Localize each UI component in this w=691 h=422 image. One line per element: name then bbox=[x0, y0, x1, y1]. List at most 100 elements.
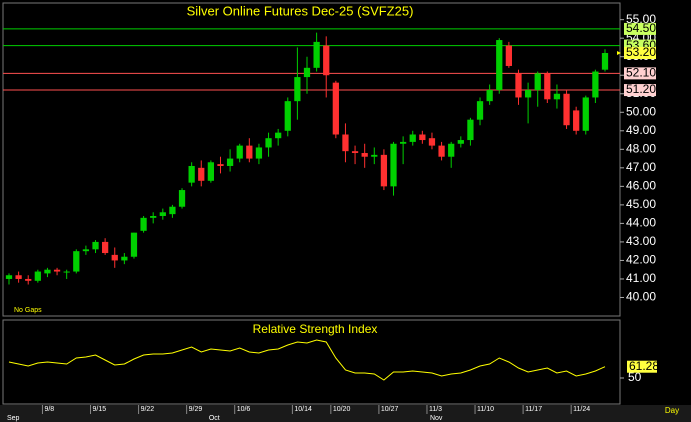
note: No Gaps bbox=[14, 307, 42, 314]
candle-body bbox=[313, 41, 320, 68]
x-tick-label: 11/10 bbox=[477, 406, 494, 413]
candle-body bbox=[169, 206, 176, 215]
last-price-bg bbox=[624, 47, 656, 60]
candle-body bbox=[121, 256, 128, 261]
candle-body bbox=[236, 145, 243, 159]
candle-body bbox=[496, 40, 503, 91]
rsi-panel bbox=[2, 319, 621, 405]
candle-body bbox=[428, 138, 436, 146]
candle-body bbox=[419, 134, 426, 141]
y-tick-label: 45.00 bbox=[626, 197, 656, 211]
y-tick-label: 42.00 bbox=[626, 253, 656, 267]
y-tick-label: 49.00 bbox=[626, 123, 656, 137]
candle-body bbox=[226, 158, 234, 166]
candle-body bbox=[390, 143, 397, 187]
x-tick-label: 11/3 bbox=[429, 406, 442, 413]
level-label: 52.10 bbox=[626, 66, 656, 80]
rsi-last-label: 61.28 bbox=[629, 359, 659, 373]
candle-body bbox=[361, 153, 368, 157]
candle-body bbox=[303, 67, 311, 78]
y-tick-label: 44.00 bbox=[626, 216, 656, 230]
candle-body bbox=[342, 134, 349, 152]
candle-body bbox=[563, 93, 570, 126]
month-label: Oct bbox=[209, 415, 220, 422]
candle-body bbox=[25, 278, 32, 281]
candle-body bbox=[409, 134, 416, 142]
candle-body bbox=[601, 53, 609, 70]
candle-body bbox=[332, 82, 339, 135]
candle-body bbox=[592, 71, 599, 98]
candle-body bbox=[207, 162, 214, 181]
x-tick-label: 11/24 bbox=[573, 406, 590, 413]
y-tick-label: 47.00 bbox=[626, 160, 656, 174]
candle-body bbox=[73, 251, 80, 272]
y-tick-label: 40.00 bbox=[626, 290, 656, 304]
candle-body bbox=[217, 164, 224, 166]
x-tick-label: 10/14 bbox=[294, 406, 312, 413]
x-tick-label: 10/6 bbox=[237, 406, 251, 413]
candle-body bbox=[544, 73, 551, 100]
rsi-tick-label: 50 bbox=[628, 370, 642, 384]
candle-body bbox=[130, 232, 138, 257]
x-tick-label: 10/20 bbox=[333, 406, 351, 413]
y-tick-label: 46.00 bbox=[626, 179, 656, 193]
x-tick-label: 9/15 bbox=[93, 406, 107, 413]
candle-body bbox=[553, 93, 561, 100]
candle-body bbox=[111, 254, 118, 261]
candle-body bbox=[284, 101, 291, 131]
y-tick-label: 55.00 bbox=[626, 12, 656, 26]
candle-body bbox=[102, 241, 109, 254]
candle-body bbox=[92, 241, 99, 250]
month-label: Sep bbox=[7, 415, 20, 422]
candle-body bbox=[34, 271, 41, 281]
price-panel bbox=[2, 2, 621, 317]
candle-body bbox=[573, 110, 580, 131]
x-tick-label: 9/8 bbox=[44, 406, 54, 413]
x-tick-label: 11/17 bbox=[525, 406, 542, 413]
candle-body bbox=[265, 138, 272, 148]
candle-body bbox=[198, 167, 205, 181]
candle-body bbox=[457, 140, 464, 144]
candle-body bbox=[140, 217, 147, 231]
candle-body bbox=[467, 119, 474, 141]
rsi-title: Relative Strength Index bbox=[253, 322, 378, 336]
y-tick-label: 48.00 bbox=[626, 141, 656, 155]
candle-body bbox=[294, 77, 301, 102]
candle-body bbox=[159, 212, 166, 216]
level-label: 51.20 bbox=[626, 82, 656, 96]
candle-body bbox=[44, 269, 51, 274]
candle-body bbox=[534, 73, 541, 91]
x-tick-label: 9/22 bbox=[141, 406, 155, 413]
y-tick-label: 43.00 bbox=[626, 234, 656, 248]
candle-body bbox=[178, 190, 186, 207]
candle-body bbox=[82, 249, 90, 252]
candle-body bbox=[448, 143, 455, 157]
candle-body bbox=[188, 165, 195, 183]
interval: Day bbox=[665, 406, 679, 415]
candle-body bbox=[323, 45, 330, 76]
rsi-line bbox=[8, 339, 606, 381]
y-tick-label: 41.00 bbox=[626, 271, 656, 285]
candle-body bbox=[524, 90, 532, 98]
last-price-arrow bbox=[617, 51, 621, 56]
candle-body bbox=[476, 101, 484, 120]
level-label: 54.50 bbox=[626, 21, 656, 35]
month-label: Nov bbox=[430, 415, 443, 422]
candle-body bbox=[255, 147, 263, 159]
candle-body bbox=[150, 215, 157, 218]
candle-body bbox=[380, 154, 388, 187]
candle-body bbox=[505, 45, 512, 66]
candle-body bbox=[438, 145, 445, 157]
x-tick-label: 9/29 bbox=[189, 406, 203, 413]
level-label-bg bbox=[624, 67, 656, 80]
level-label-bg bbox=[624, 84, 656, 97]
candle-body bbox=[5, 275, 13, 279]
candle-body bbox=[486, 90, 493, 102]
candle-body bbox=[63, 271, 70, 273]
last-price-label: 53.20 bbox=[626, 45, 656, 59]
candle-body bbox=[53, 269, 61, 272]
y-tick-label: 50.00 bbox=[626, 104, 656, 118]
candle-body bbox=[275, 132, 282, 139]
candle-body bbox=[371, 154, 378, 157]
